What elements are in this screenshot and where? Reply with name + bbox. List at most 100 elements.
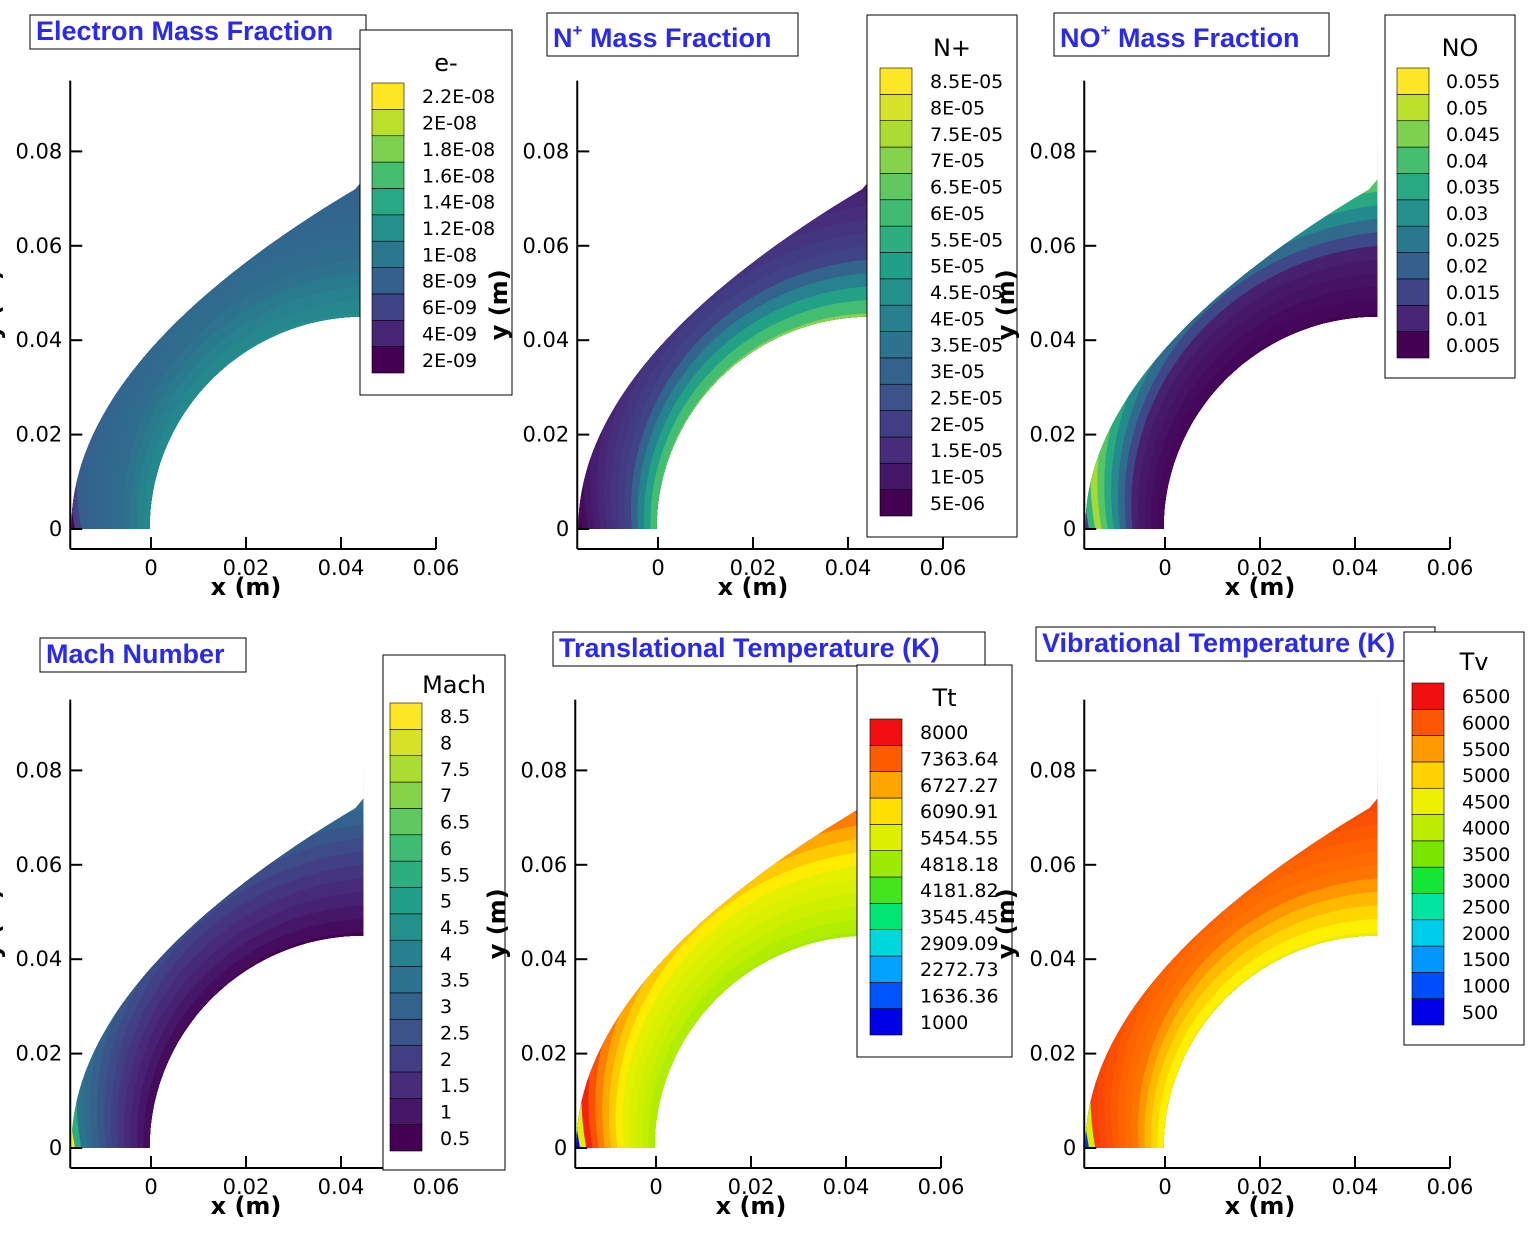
legend-swatch (371, 135, 405, 163)
y-axis-title: y (m) (992, 269, 1020, 340)
legend-label: 2000 (1462, 923, 1510, 945)
legend-swatch (879, 304, 913, 332)
legend-title: Mach (422, 671, 486, 699)
legend-label: 4818.18 (920, 854, 999, 876)
legend-swatch (1396, 94, 1430, 122)
legend-title: N+ (933, 34, 971, 62)
x-tick-label: 0 (144, 556, 157, 580)
axes: 0 0.02 0.04 0.06 0 0.02 0.04 0.06 0.08 x (m) y (m) (992, 80, 1473, 601)
legend-swatch (389, 1018, 423, 1046)
legend-swatch (869, 903, 903, 930)
y-tick-label: 0 (1063, 517, 1076, 541)
contour-field (71, 693, 364, 1148)
legend-swatch (1396, 304, 1430, 332)
legend-swatch (371, 267, 405, 295)
legend-label: 6.5E-05 (930, 177, 1003, 199)
panel-title: Translational Temperature (K) (559, 633, 940, 663)
legend-swatch (371, 109, 405, 137)
x-axis-title: x (m) (1225, 1192, 1296, 1220)
panel-title: N+ Mass Fraction (553, 21, 772, 53)
legend-label: 3 (440, 996, 452, 1018)
legend-label: 5500 (1462, 739, 1510, 761)
legend-title: e- (434, 49, 457, 77)
legend-label: 1.2E-08 (422, 218, 495, 240)
legend-swatch (879, 120, 913, 148)
legend-swatch (869, 850, 903, 878)
legend: Tt 1000 1636.36 2272.73 2909.09 3545.45 4181.8… (856, 664, 1013, 1058)
legend-swatch (869, 718, 903, 746)
legend-label: 8000 (920, 722, 968, 744)
legend-label: 7.5 (440, 759, 470, 781)
legend-swatch (1411, 682, 1445, 710)
y-tick-label: 0.02 (15, 1042, 62, 1066)
chart-panel-3: 0 0.02 0.04 0.06 0 0.02 0.04 0.06 0.08 x (m) y (m)… (992, 12, 1516, 601)
x-tick-label: 0.02 (1237, 1175, 1284, 1199)
legend-swatch (1411, 761, 1445, 789)
y-tick-label: 0.04 (520, 947, 567, 971)
legend-label: 6E-09 (422, 297, 477, 319)
legend-label: 6500 (1462, 686, 1510, 708)
legend-swatch (371, 346, 405, 374)
x-tick-label: 0.04 (823, 1175, 870, 1199)
legend: Mach 0.5 1 1.5 2 2.5 3 3.5 4 4.5 5 5.5 6 6.5 7 7.5 8 8.5 (382, 654, 506, 1171)
legend-swatch (879, 410, 913, 438)
legend-label: 1.8E-08 (422, 139, 495, 161)
y-tick-label: 0 (49, 1136, 62, 1160)
legend-swatch (389, 913, 423, 941)
legend-swatch (1411, 735, 1445, 763)
legend-label: 4000 (1462, 818, 1510, 840)
legend-swatch (389, 729, 423, 757)
legend-title: NO (1442, 34, 1479, 62)
legend-label: 1.5E-05 (930, 440, 1003, 462)
chart-panel-4: 0 0.02 0.04 0.06 0 0.02 0.04 0.06 0.08 x (m) y (m)… (0, 637, 506, 1220)
legend-title: Tt (931, 684, 956, 712)
axes: 0 0.02 0.04 0.06 0 0.02 0.04 0.06 0.08 x (m) y (m) (483, 699, 964, 1220)
legend-label: 0.5 (440, 1128, 470, 1150)
legend-label: 500 (1462, 1002, 1498, 1024)
y-tick-label: 0.04 (522, 328, 569, 352)
legend-label: 3.5 (440, 970, 470, 992)
legend-swatch (389, 939, 423, 967)
y-tick-label: 0.06 (15, 234, 62, 258)
legend-label: 2E-08 (422, 113, 477, 135)
legend-swatch (371, 188, 405, 216)
legend-swatch (1411, 893, 1445, 921)
legend-swatch (879, 146, 913, 174)
legend-label: 4.5E-05 (930, 282, 1003, 304)
legend-swatch (389, 834, 423, 862)
chart-panel-5: 0 0.02 0.04 0.06 0 0.02 0.04 0.06 0.08 x (m) y (m)… (483, 631, 1013, 1220)
panel-title-box (39, 637, 247, 673)
panel-title-box (1053, 12, 1330, 57)
panel-title: Vibrational Temperature (K) (1042, 628, 1395, 658)
panel-title-box (552, 631, 986, 667)
legend-swatch (879, 357, 913, 385)
legend-label: 1500 (1462, 949, 1510, 971)
panel-title: Electron Mass Fraction (36, 16, 333, 46)
legend-swatch (869, 824, 903, 851)
legend-swatch (389, 966, 423, 994)
y-tick-label: 0.02 (1029, 423, 1076, 447)
legend-label: 6000 (1462, 712, 1510, 734)
y-tick-label: 0.08 (522, 139, 569, 163)
legend-swatch (371, 319, 405, 347)
legend-swatch (389, 860, 423, 888)
legend-swatch (1396, 331, 1430, 359)
x-tick-label: 0.04 (318, 556, 365, 580)
y-tick-label: 0.08 (15, 758, 62, 782)
legend-label: 3545.45 (920, 907, 999, 929)
legend-label: 4E-05 (930, 308, 985, 330)
legend-swatch (869, 771, 903, 799)
legend-label: 2.2E-08 (422, 86, 495, 108)
legend-label: 4 (440, 943, 452, 965)
legend-label: 0.035 (1446, 177, 1500, 199)
legend-swatch (879, 199, 913, 227)
legend-label: 1.4E-08 (422, 192, 495, 214)
legend-label: 1E-05 (930, 466, 985, 488)
legend-label: 3.5E-05 (930, 335, 1003, 357)
panel-title-box (546, 12, 799, 57)
legend-title: Tv (1459, 648, 1489, 676)
legend-swatch (389, 887, 423, 915)
legend-label: 2909.09 (920, 933, 999, 955)
y-axis-title: y (m) (992, 888, 1020, 959)
x-axis-title: x (m) (211, 1192, 282, 1220)
